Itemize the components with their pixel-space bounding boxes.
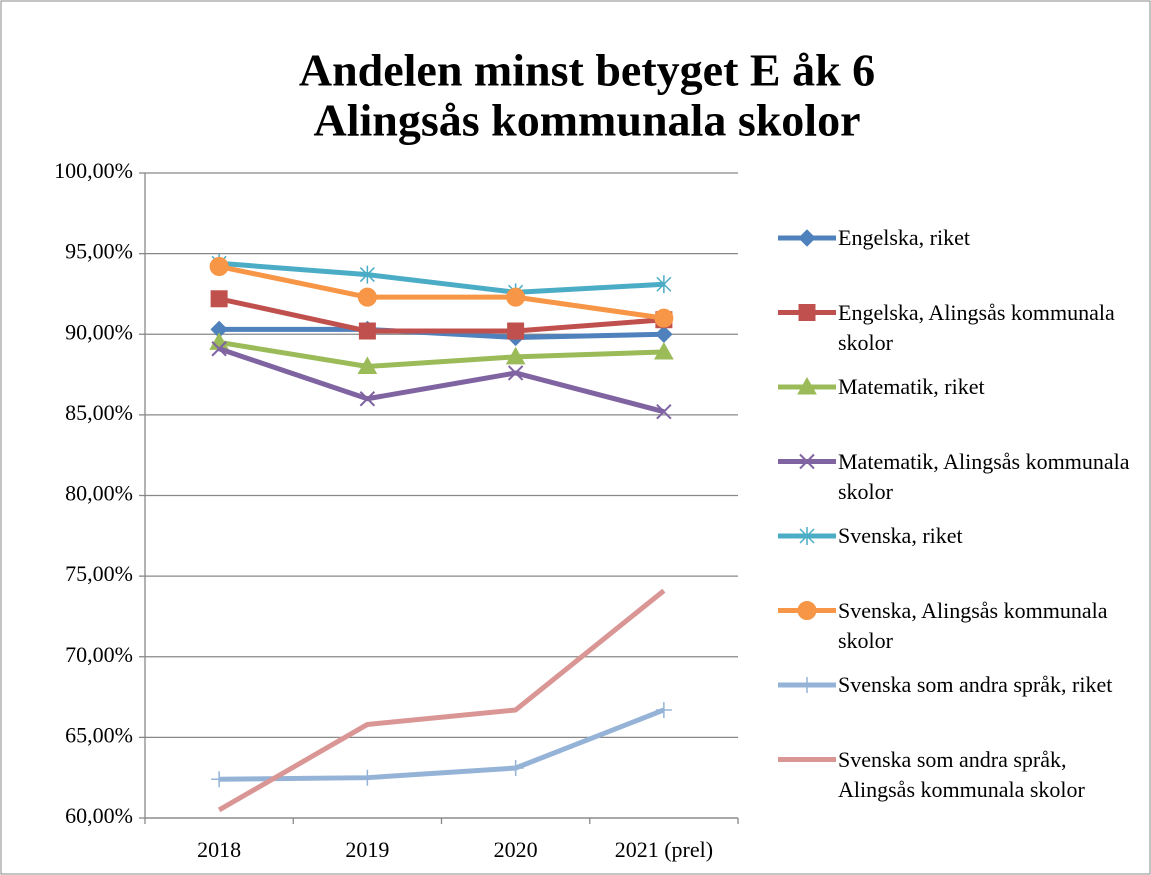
marker (359, 769, 376, 786)
marker (506, 287, 526, 307)
legend-label: Matematik, Alingsås kommunala skolor (838, 448, 1130, 504)
marker (799, 527, 815, 545)
legend-label: Svenska som andra språk, riket (838, 672, 1113, 697)
marker (211, 341, 227, 357)
y-tick-label: 90,00% (65, 319, 133, 344)
legend-label: Svenska som andra språk, Alingsås kommun… (838, 746, 1085, 802)
marker (655, 701, 672, 718)
series-line (218, 264, 665, 321)
y-tick-label: 70,00% (65, 642, 133, 667)
marker (656, 403, 672, 420)
x-tick-label: 2018 (197, 837, 241, 862)
x-tick-label: 2020 (494, 837, 538, 862)
legend-label: Engelska, Alingsås kommunala skolor (838, 299, 1115, 355)
y-tick-label: 75,00% (65, 561, 133, 586)
marker (798, 304, 816, 321)
marker (797, 376, 817, 395)
legend-label: Matematik, riket (838, 374, 985, 399)
series-line (218, 260, 665, 295)
y-tick-label: 100,00% (54, 158, 133, 183)
marker (654, 341, 674, 360)
series-line (218, 339, 664, 369)
marker (209, 257, 229, 277)
x-tick-label: 2021 (prel) (615, 837, 713, 862)
y-tick-label: 80,00% (65, 481, 133, 506)
legend-label: Engelska, riket (838, 225, 970, 250)
marker (654, 308, 674, 328)
marker (507, 365, 524, 381)
chart-title: Andelen minst betyget E åk 6 (299, 45, 875, 96)
marker (211, 771, 228, 788)
marker (656, 275, 672, 294)
y-tick-label: 95,00% (65, 239, 133, 264)
marker (505, 346, 526, 365)
legend-label: Svenska, Alingsås kommunala skolor (838, 597, 1108, 653)
marker (798, 229, 816, 247)
marker (359, 265, 375, 284)
marker (507, 322, 525, 340)
series-line (218, 296, 665, 334)
y-tick-label: 60,00% (65, 803, 133, 828)
marker (797, 601, 817, 620)
marker (358, 322, 376, 340)
series-line (217, 588, 666, 813)
marker (359, 391, 376, 407)
marker (357, 356, 378, 374)
series-line (219, 707, 665, 782)
y-tick-label: 65,00% (65, 722, 133, 747)
marker (357, 287, 377, 307)
x-tick-label: 2019 (345, 837, 389, 862)
marker (799, 677, 815, 693)
marker (507, 760, 524, 777)
marker (210, 290, 228, 308)
y-tick-label: 85,00% (65, 400, 133, 425)
marker (799, 453, 815, 470)
series-line (218, 346, 665, 415)
legend-label: Svenska, riket (838, 523, 963, 548)
chart-title: Alingsås kommunala skolor (313, 95, 860, 146)
